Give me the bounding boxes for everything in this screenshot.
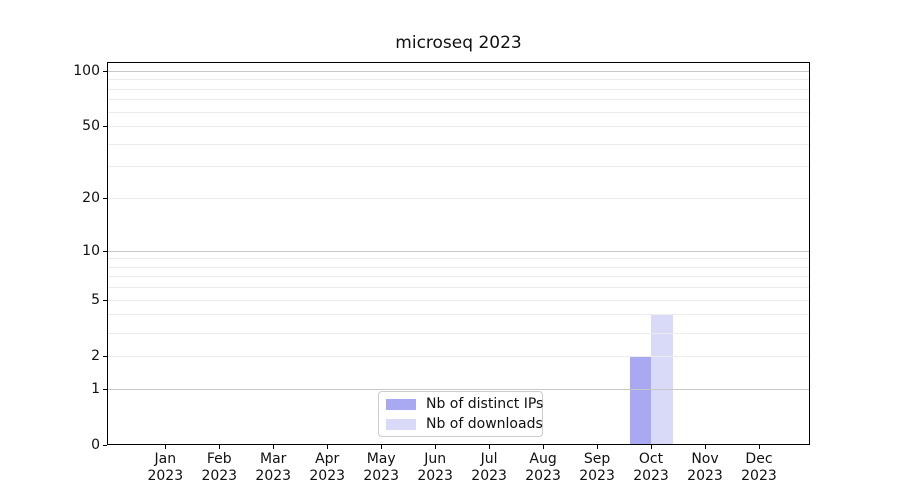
y-tick-mark — [103, 355, 107, 357]
gridline-major — [107, 250, 810, 252]
y-tick-mark — [103, 70, 107, 72]
y-tick-label: 1 — [91, 380, 100, 397]
x-tick-label: Jun 2023 — [417, 451, 453, 484]
plot-border — [107, 62, 810, 445]
x-tick-label: Nov 2023 — [687, 451, 723, 484]
gridline-minor — [107, 276, 810, 278]
x-tick-mark — [381, 445, 383, 449]
y-tick-label: 2 — [91, 347, 100, 364]
bar-distinct_ips-oct-2023 — [629, 355, 652, 445]
y-tick-mark — [103, 299, 107, 301]
legend: Nb of distinct IPs Nb of downloads — [378, 391, 543, 437]
gridline-minor — [107, 314, 810, 316]
x-tick-label: Aug 2023 — [525, 451, 561, 484]
y-tick-label: 10 — [82, 242, 100, 259]
x-tick-label: May 2023 — [363, 451, 399, 484]
legend-label-downloads: Nb of downloads — [426, 416, 543, 432]
y-tick-mark — [103, 250, 107, 252]
y-tick-label: 20 — [82, 190, 100, 207]
bar-downloads-oct-2023 — [651, 314, 673, 445]
legend-entry-distinct-ips: Nb of distinct IPs — [386, 396, 543, 412]
gridline-major — [107, 70, 810, 72]
legend-entry-downloads: Nb of downloads — [386, 416, 543, 432]
legend-label-distinct-ips: Nb of distinct IPs — [426, 396, 544, 412]
y-tick-mark — [103, 445, 107, 446]
x-tick-mark — [651, 445, 653, 449]
x-tick-label: Feb 2023 — [201, 451, 238, 484]
x-tick-label: Sep 2023 — [579, 451, 615, 484]
x-tick-label: Mar 2023 — [255, 451, 292, 484]
legend-swatch-downloads — [386, 418, 416, 430]
x-tick-mark — [219, 445, 221, 449]
gridline-minor — [107, 355, 810, 357]
gridline-minor — [107, 126, 810, 128]
chart-title: microseq 2023 — [395, 33, 522, 53]
x-tick-label: Dec 2023 — [741, 451, 777, 484]
gridline-minor — [107, 258, 810, 260]
x-tick-mark — [705, 445, 706, 449]
x-tick-mark — [273, 445, 275, 449]
gridline-minor — [107, 332, 810, 334]
gridline-minor — [107, 99, 810, 101]
gridline-minor — [107, 111, 810, 113]
y-tick-mark — [103, 198, 107, 200]
gridline-minor — [107, 79, 810, 81]
x-tick-mark — [165, 445, 167, 449]
y-tick-label: 0 — [91, 437, 100, 453]
x-tick-label: Apr 2023 — [309, 451, 346, 484]
x-tick-mark — [489, 445, 491, 449]
gridline-minor — [107, 166, 810, 168]
y-tick-mark — [103, 388, 107, 390]
gridline-major — [107, 388, 810, 390]
gridline-minor — [107, 143, 810, 145]
gridline-minor — [107, 88, 810, 90]
x-tick-mark — [327, 445, 329, 449]
x-tick-mark — [597, 445, 599, 449]
x-tick-label: Oct 2023 — [633, 451, 669, 484]
gridline-minor — [107, 266, 810, 268]
x-tick-mark — [758, 445, 760, 449]
y-tick-label: 50 — [82, 118, 100, 135]
gridline-minor — [107, 198, 810, 200]
x-tick-mark — [543, 445, 545, 449]
legend-swatch-distinct-ips — [386, 398, 416, 410]
gridline-minor — [107, 299, 810, 301]
y-tick-label: 100 — [73, 62, 100, 79]
y-tick-mark — [103, 126, 107, 128]
x-tick-mark — [435, 445, 437, 449]
y-tick-label: 5 — [91, 291, 100, 308]
x-tick-label: Jul 2023 — [471, 451, 507, 484]
x-tick-label: Jan 2023 — [147, 451, 184, 484]
gridline-minor — [107, 287, 810, 289]
